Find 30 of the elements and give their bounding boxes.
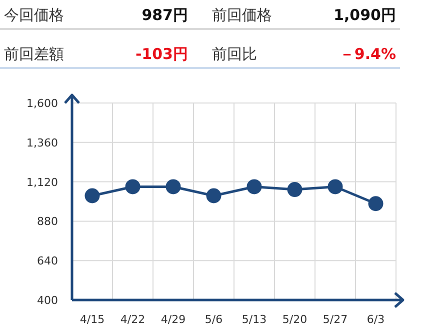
- x-tick-label: 5/27: [322, 313, 348, 326]
- y-tick-label: 880: [37, 215, 58, 228]
- text: -103円: [135, 45, 188, 63]
- y-tick-label: 400: [37, 294, 58, 307]
- x-tick-label: 6/3: [366, 313, 385, 326]
- point: [287, 182, 302, 198]
- y-tick-label: 640: [37, 254, 58, 268]
- point: [84, 188, 100, 204]
- text: －9.4%: [339, 45, 396, 63]
- text: 前回差額: [4, 45, 64, 63]
- x-tick-label: 5/6: [204, 313, 223, 326]
- y-tick-label: 1,120: [26, 176, 58, 189]
- x-tick-label: 5/20: [282, 313, 308, 326]
- text: 前回価格: [212, 6, 272, 24]
- point: [328, 179, 343, 194]
- x-tick-label: 4/15: [80, 313, 105, 326]
- y-tick-label: 1,360: [26, 136, 58, 150]
- point: [246, 179, 262, 194]
- point: [368, 196, 384, 212]
- y-tick-label: 1,600: [26, 97, 58, 110]
- text: 今回価格: [4, 6, 64, 24]
- text: 前回比: [212, 45, 257, 63]
- point: [166, 179, 181, 194]
- point: [125, 179, 140, 194]
- x-tick-label: 5/13: [242, 313, 267, 326]
- x-tick-label: 4/22: [120, 313, 146, 326]
- text: 987円: [142, 6, 188, 24]
- text: 1,090円: [334, 6, 396, 24]
- point: [206, 188, 222, 204]
- x-tick-label: 4/29: [160, 313, 186, 326]
